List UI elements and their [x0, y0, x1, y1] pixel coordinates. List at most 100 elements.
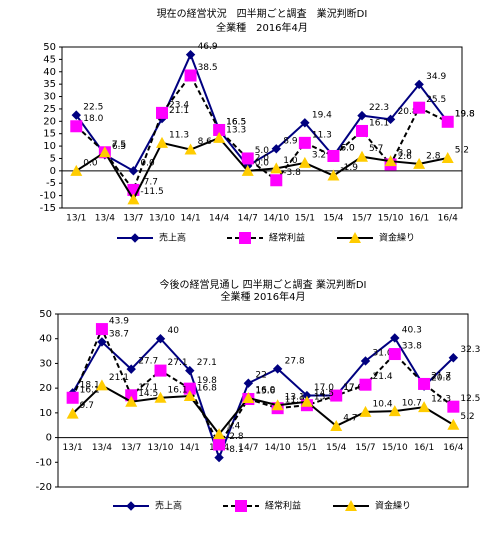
x-tick-label: 14/4 — [209, 214, 229, 224]
marker — [213, 428, 226, 440]
data-label: 13.1 — [314, 393, 334, 403]
data-label: 25.5 — [426, 95, 446, 105]
y-tick-label: 30 — [43, 92, 56, 103]
data-label: 19.8 — [197, 376, 217, 386]
chart-subtitle: 全業種 2016年4月 — [216, 21, 308, 34]
y-tick-label: 45 — [43, 54, 56, 65]
data-label: -3.8 — [283, 168, 301, 178]
marker — [66, 407, 79, 419]
marker — [128, 166, 139, 176]
data-label: 0.0 — [255, 158, 270, 168]
data-label: 6.5 — [112, 142, 126, 152]
data-label: 19.4 — [312, 110, 332, 120]
marker — [441, 151, 454, 163]
marker — [70, 164, 83, 176]
y-tick-label: -10 — [36, 457, 52, 468]
y-tick-label: 25 — [43, 104, 56, 115]
data-label: 16.5 — [226, 117, 246, 127]
marker — [448, 353, 459, 363]
data-label: 22 — [255, 371, 266, 381]
chart-title: 今後の経営見通し 四半期ごと調査 業況判断DI — [159, 278, 366, 291]
data-label: 10.7 — [402, 399, 422, 409]
marker — [300, 395, 313, 407]
data-label: 10.4 — [373, 399, 393, 409]
data-label: 31.0 — [373, 348, 393, 358]
marker — [155, 334, 166, 344]
data-label: 8.9 — [283, 136, 298, 146]
marker — [271, 399, 284, 411]
y-tick-label: 30 — [39, 358, 52, 369]
x-tick-label: 15/10 — [382, 443, 408, 453]
x-tick-label: 13/4 — [92, 443, 112, 453]
data-label: 11.3 — [169, 130, 189, 140]
data-label: 27.7 — [138, 357, 158, 367]
data-label: 5.2 — [460, 412, 474, 422]
data-label: 14.5 — [314, 389, 334, 399]
marker — [156, 106, 168, 119]
marker — [125, 395, 138, 407]
data-label: 0.0 — [140, 158, 155, 168]
x-tick-label: 15/4 — [326, 443, 346, 453]
data-label: 22.3 — [369, 103, 389, 113]
marker — [357, 110, 367, 121]
data-label: 16.5 — [226, 117, 246, 127]
marker — [447, 418, 460, 430]
marker — [414, 79, 424, 90]
data-label: 8.6 — [198, 137, 213, 147]
marker — [413, 157, 426, 169]
x-tick-label: 15/10 — [378, 214, 404, 224]
y-tick-label: 50 — [43, 42, 56, 53]
data-label: 16.0 — [255, 386, 275, 396]
data-label: 17.0 — [343, 383, 363, 393]
data-label: 22.5 — [83, 103, 103, 113]
data-label: 27.8 — [285, 356, 305, 366]
data-label: 1.4 — [226, 422, 241, 432]
marker — [330, 419, 343, 431]
y-tick-label: -10 — [40, 191, 56, 202]
data-label: 43.9 — [109, 317, 129, 327]
marker — [184, 69, 197, 82]
series-line — [75, 136, 448, 202]
data-label: 16.1 — [168, 385, 188, 395]
data-label: 3.2 — [312, 150, 326, 160]
x-tick-label: 14/1 — [180, 214, 200, 224]
chart-title: 現在の経営状況 四半期ごと調査 業況判断DI — [157, 7, 368, 20]
marker — [330, 389, 343, 402]
x-tick-label: 14/7 — [238, 443, 258, 453]
marker — [384, 155, 397, 167]
x-tick-label: 15/7 — [352, 214, 372, 224]
y-tick-label: 0 — [46, 433, 52, 444]
data-label: 2.8 — [426, 151, 441, 161]
y-tick-label: -5 — [46, 178, 56, 189]
marker — [360, 356, 371, 366]
data-label: 11.9 — [285, 396, 305, 406]
data-label: 5.2 — [455, 145, 469, 155]
marker — [327, 169, 340, 181]
marker — [388, 405, 401, 417]
data-label: 19.8 — [455, 109, 475, 119]
legend-label: 資金繰り — [379, 232, 415, 244]
series-line — [71, 384, 454, 436]
marker — [70, 120, 83, 133]
data-label: 40 — [168, 326, 180, 336]
data-label: -1.9 — [340, 163, 358, 173]
x-tick-label: 13/7 — [121, 443, 141, 453]
plot-area — [57, 313, 469, 488]
marker — [271, 144, 281, 154]
data-label: 19.8 — [455, 109, 475, 119]
plot-area — [61, 46, 463, 209]
data-label: 20.8 — [398, 107, 418, 117]
data-label: -11.5 — [140, 187, 163, 197]
y-tick-label: 50 — [39, 309, 52, 320]
data-label: 23.4 — [169, 100, 189, 110]
x-tick-label: 16/1 — [409, 214, 429, 224]
marker — [388, 348, 401, 361]
data-label: 20.8 — [431, 374, 451, 384]
marker — [359, 405, 372, 417]
data-label: 1.0 — [283, 156, 298, 166]
data-label: 2.6 — [398, 152, 413, 162]
marker — [298, 156, 311, 168]
y-tick-label: 35 — [43, 79, 56, 90]
marker — [154, 391, 167, 403]
